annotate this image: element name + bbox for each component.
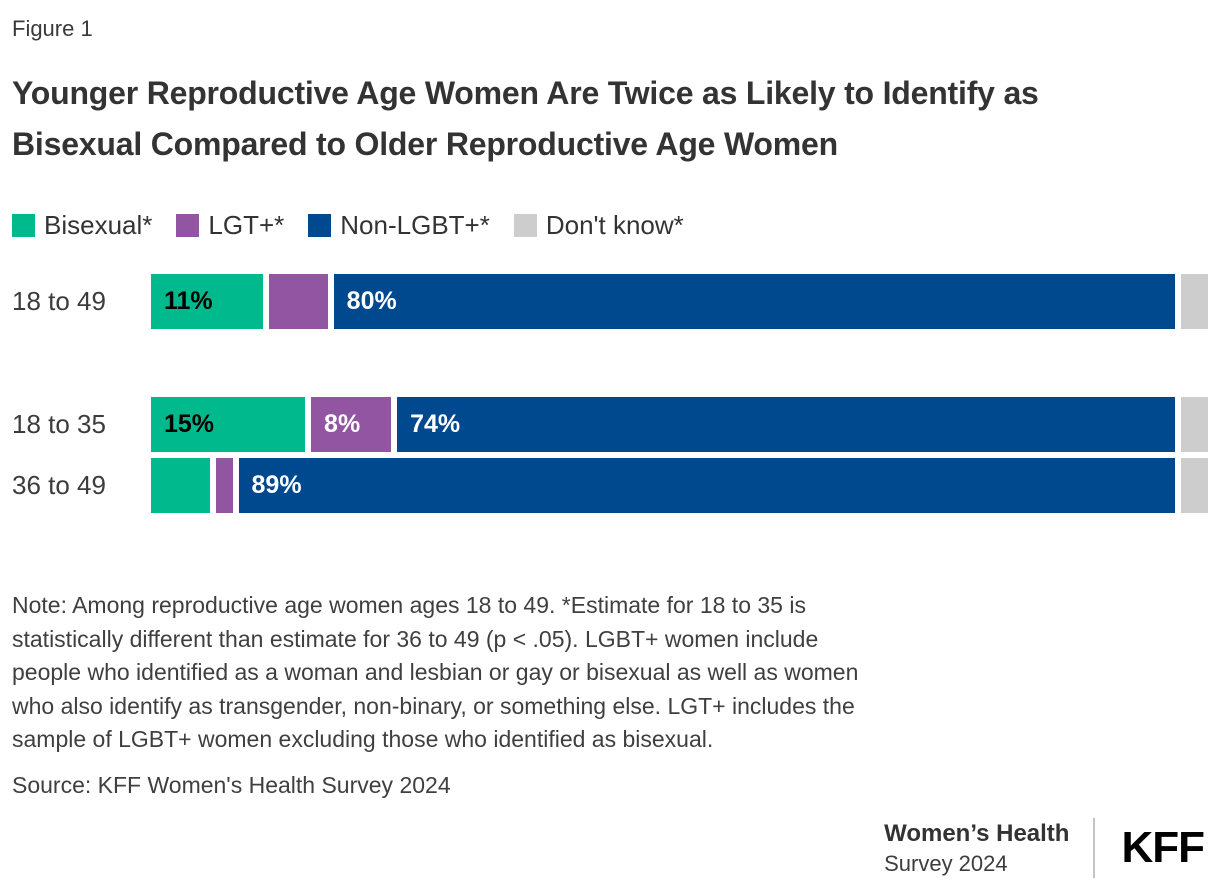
category-label: 18 to 49 — [12, 286, 106, 316]
note-text: Note: Among reproductive age women ages … — [12, 592, 859, 752]
legend-swatch-icon — [308, 213, 332, 237]
figure-label: Figure 1 — [12, 16, 93, 41]
survey-name: Women’s Health Survey 2024 — [884, 820, 1069, 877]
bar-track: 11% 80% — [151, 274, 1208, 329]
footer-divider — [1093, 818, 1096, 878]
footer-brand: Women’s Health Survey 2024 KFF — [884, 818, 1205, 878]
bar-segment-bisexual — [151, 458, 210, 513]
bar-value-label: 11% — [164, 287, 213, 315]
legend-swatch-icon — [513, 213, 537, 237]
bar-value-label: 74% — [410, 410, 461, 438]
legend-item-lgt-plus: LGT+* — [176, 210, 284, 241]
bar-segment-dont-know — [1180, 397, 1208, 452]
bar-value-label: 15% — [164, 410, 215, 438]
bar-segment-dont-know — [1180, 274, 1208, 329]
bar-segment-dont-know — [1180, 458, 1208, 513]
category-label: 18 to 35 — [12, 409, 106, 439]
bar-track: 15% 8% 74% — [151, 397, 1208, 452]
bar-value-label: 80% — [346, 287, 397, 315]
survey-name-line2: Survey 2024 — [884, 850, 1008, 876]
survey-name-line1: Women’s Health — [884, 819, 1070, 847]
bar-segment-bisexual: 11% — [151, 274, 263, 329]
legend-item-dont-know: Don't know* — [513, 209, 684, 241]
bar-value-label: 89% — [251, 471, 302, 499]
legend-label: Don't know* — [545, 209, 684, 240]
legend-item-bisexual: Bisexual* — [12, 210, 152, 241]
page-title: Younger Reproductive Age Women Are Twice… — [12, 75, 1039, 162]
legend: Bisexual* LGT+* Non-LGBT+* Don't know* — [12, 210, 1208, 240]
legend-item-non-lgbt-plus: Non-LGBT+* — [308, 210, 490, 241]
bar-row: 18 to 49 11% 80% — [12, 274, 1208, 329]
bar-segment-lgt-plus: 8% — [311, 397, 392, 452]
bar-segment-lgt-plus — [268, 274, 328, 329]
bar-segment-non-lgbt-plus: 89% — [238, 458, 1175, 513]
bar-track: 89% — [151, 458, 1208, 513]
legend-swatch-icon — [12, 213, 35, 237]
bar-segment-bisexual: 15% — [151, 397, 306, 452]
source-text: Source: KFF Women's Health Survey 2024 — [12, 771, 451, 798]
bar-segment-lgt-plus — [215, 458, 233, 513]
category-label: 36 to 49 — [12, 470, 106, 500]
bar-row: 18 to 35 15% 8% 74% — [12, 397, 1208, 452]
bar-segment-non-lgbt-plus: 74% — [397, 397, 1175, 452]
bar-row: 36 to 49 89% — [12, 458, 1208, 513]
legend-label: Non-LGBT+* — [340, 209, 490, 240]
legend-label: Bisexual* — [44, 209, 153, 240]
bar-value-label: 8% — [324, 410, 361, 438]
legend-swatch-icon — [176, 213, 200, 237]
bar-segment-non-lgbt-plus: 80% — [333, 274, 1175, 329]
stacked-bar-chart: 18 to 49 11% 80% 18 to 35 15% 8% 74% 36 to 49 89… — [12, 274, 1208, 513]
legend-label: LGT+* — [208, 209, 285, 240]
kff-logo: KFF — [1121, 823, 1205, 872]
